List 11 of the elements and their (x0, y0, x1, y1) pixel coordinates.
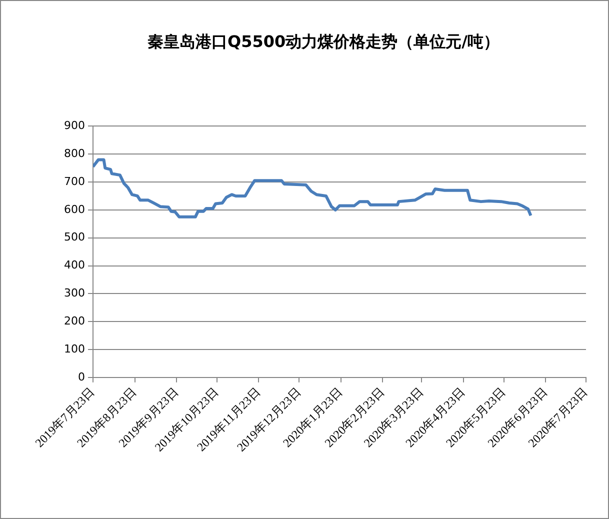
y-tick-label: 800 (64, 146, 85, 160)
y-tick-label: 200 (64, 314, 85, 328)
y-tick-label: 0 (78, 370, 85, 384)
chart-title: 秦皇岛港口Q5500动力煤价格走势（单位元/吨） (148, 32, 500, 51)
y-tick-label: 100 (64, 342, 85, 356)
y-tick-label: 900 (64, 119, 85, 132)
y-tick-label: 600 (64, 202, 85, 216)
y-tick-label: 700 (64, 174, 85, 188)
y-tick-label: 400 (64, 258, 85, 272)
y-tick-label: 500 (64, 230, 85, 244)
y-tick-label: 300 (64, 286, 85, 300)
